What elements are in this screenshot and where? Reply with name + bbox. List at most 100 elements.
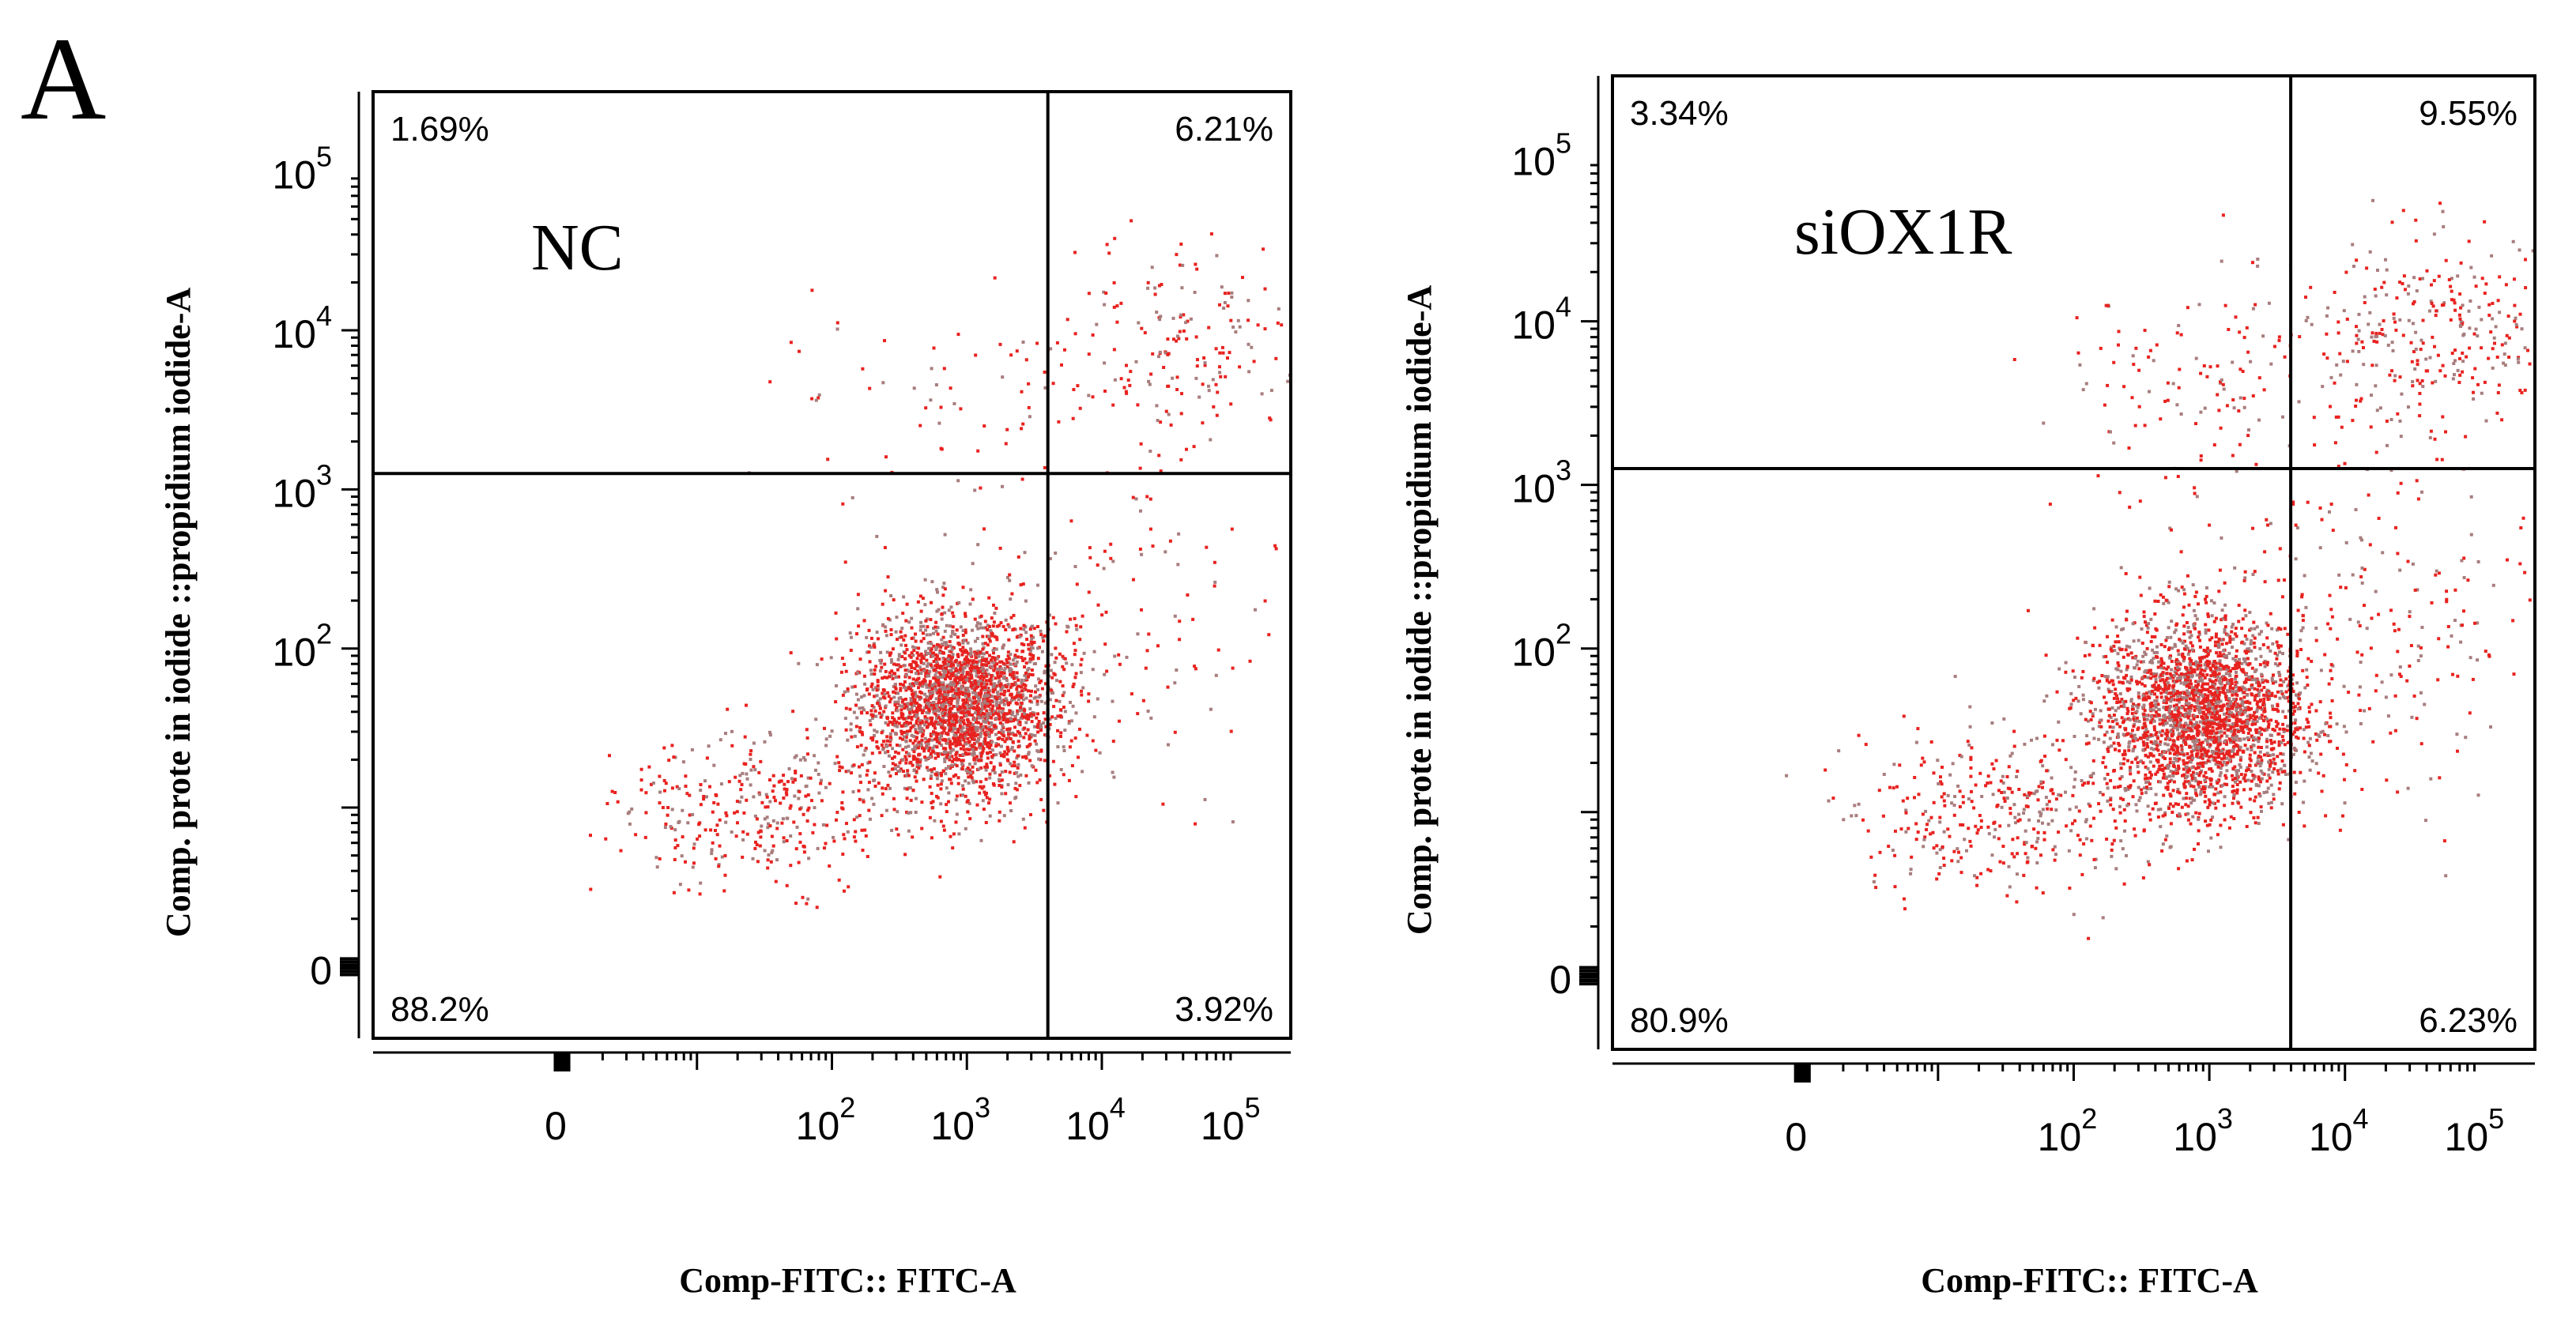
- data-point: [903, 657, 907, 661]
- data-point: [771, 789, 775, 793]
- data-point: [2198, 673, 2202, 677]
- data-point: [2248, 757, 2252, 761]
- data-point: [956, 692, 960, 696]
- data-point: [1050, 676, 1054, 680]
- data-point: [2162, 772, 2166, 776]
- data-point: [1050, 653, 1054, 657]
- data-point: [952, 758, 956, 762]
- data-point: [1002, 669, 1006, 672]
- data-point: [2296, 702, 2300, 706]
- data-point: [983, 725, 987, 729]
- data-point: [856, 698, 860, 702]
- data-point: [999, 682, 1003, 686]
- data-point: [990, 633, 994, 637]
- data-point: [2174, 587, 2178, 591]
- data-point: [999, 692, 1003, 696]
- x-tick-label: 104: [1065, 1091, 1126, 1148]
- data-point: [2214, 806, 2218, 810]
- data-point: [1009, 717, 1013, 721]
- data-point: [853, 684, 857, 688]
- data-point: [2259, 755, 2263, 759]
- data-point: [898, 769, 902, 773]
- data-point: [1150, 265, 1154, 269]
- data-point: [873, 733, 876, 737]
- data-point: [820, 799, 824, 803]
- data-point: [1136, 712, 1140, 716]
- data-point: [2195, 673, 2199, 677]
- data-point: [714, 829, 717, 832]
- data-point: [923, 717, 927, 721]
- data-point: [950, 714, 954, 718]
- data-point: [2102, 740, 2106, 744]
- data-point: [2224, 698, 2228, 702]
- data-point: [2281, 710, 2285, 714]
- data-point: [964, 794, 967, 798]
- data-point: [2250, 678, 2254, 682]
- data-point: [903, 668, 907, 672]
- data-point: [760, 800, 764, 804]
- data-point: [993, 635, 997, 638]
- data-point: [1013, 796, 1017, 800]
- data-point: [2187, 712, 2191, 716]
- data-point: [1062, 706, 1065, 709]
- data-point: [1102, 290, 1106, 294]
- data-point: [952, 401, 956, 405]
- data-point: [886, 691, 890, 695]
- data-point: [1179, 412, 1183, 416]
- data-point: [1006, 783, 1010, 787]
- data-point: [1022, 683, 1026, 687]
- data-point: [1028, 415, 1032, 419]
- data-point: [1028, 714, 1032, 717]
- data-point: [975, 624, 979, 628]
- data-point: [1175, 253, 1179, 257]
- data-point: [915, 731, 919, 735]
- data-point: [1096, 603, 1100, 607]
- data-point: [1062, 749, 1066, 752]
- data-point: [2197, 829, 2201, 833]
- data-point: [937, 701, 941, 705]
- data-point: [1179, 458, 1183, 461]
- data-point: [2219, 845, 2223, 849]
- data-point: [927, 748, 931, 752]
- data-point: [2163, 645, 2167, 649]
- data-point: [881, 792, 884, 796]
- data-point: [2205, 673, 2209, 677]
- data-point: [2186, 780, 2190, 784]
- data-point: [988, 639, 992, 643]
- data-point: [967, 801, 971, 805]
- data-point: [942, 672, 946, 675]
- data-point: [952, 723, 956, 727]
- data-point: [876, 684, 880, 687]
- data-point: [1032, 662, 1036, 665]
- data-point: [2220, 763, 2224, 767]
- data-point: [2267, 722, 2271, 726]
- data-point: [960, 710, 964, 714]
- data-point: [1018, 635, 1022, 638]
- data-point: [813, 806, 817, 810]
- data-point: [967, 692, 971, 696]
- data-point: [955, 628, 959, 632]
- data-point: [971, 778, 975, 782]
- data-point: [875, 694, 879, 698]
- data-point: [737, 779, 741, 783]
- data-point: [2140, 627, 2144, 631]
- data-point: [2233, 729, 2237, 732]
- data-point: [1032, 635, 1035, 639]
- data-point: [1012, 676, 1016, 680]
- data-point: [752, 795, 756, 799]
- data-point: [955, 751, 959, 755]
- data-point: [1042, 639, 1046, 643]
- data-point: [984, 720, 987, 724]
- data-point: [779, 801, 783, 805]
- data-point: [892, 598, 896, 602]
- data-point: [922, 661, 926, 665]
- data-point: [2125, 644, 2129, 648]
- data-point: [880, 731, 884, 735]
- data-point: [997, 655, 1001, 659]
- data-point: [810, 288, 814, 292]
- data-point: [1193, 291, 1197, 294]
- data-point: [980, 702, 984, 706]
- data-point: [1078, 406, 1082, 410]
- data-point: [955, 812, 959, 816]
- data-point: [798, 789, 801, 793]
